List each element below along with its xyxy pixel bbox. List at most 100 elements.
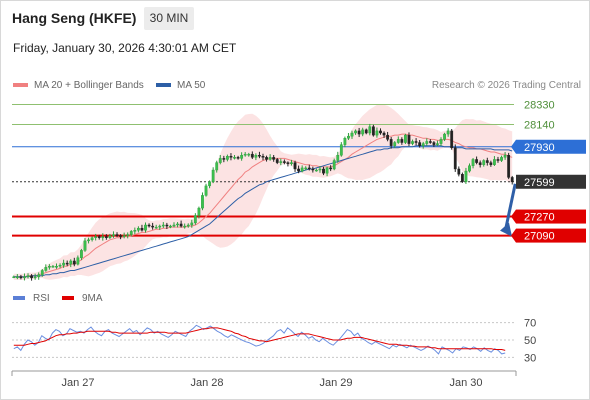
candle — [450, 128, 454, 150]
candle — [122, 232, 126, 239]
price-tag-27270 — [516, 209, 586, 224]
candle-body — [129, 231, 133, 235]
candle — [261, 153, 265, 161]
candle-body — [15, 276, 19, 279]
candle — [336, 151, 340, 163]
candle — [80, 248, 83, 261]
candle-body — [40, 270, 44, 275]
candle — [108, 233, 112, 239]
candle-body — [389, 139, 393, 146]
forecast-arrow-head — [500, 222, 512, 237]
candle-body — [247, 153, 251, 156]
candle-body — [69, 260, 73, 265]
candle-body — [236, 157, 240, 159]
candle-body — [44, 267, 48, 271]
candle — [51, 264, 55, 268]
candle-body — [87, 239, 90, 242]
candle-body — [347, 135, 350, 139]
price-tag-pointer-27090 — [511, 228, 516, 243]
candle-body — [161, 224, 165, 227]
candle — [72, 257, 76, 267]
candle-body — [240, 155, 244, 159]
candle-body — [136, 227, 140, 231]
candle-body — [65, 262, 69, 265]
candle — [225, 154, 229, 162]
candle-body — [460, 174, 464, 182]
candle-body — [12, 276, 16, 279]
candle-body — [218, 158, 222, 163]
candle-body — [211, 169, 215, 182]
candle-body — [393, 142, 397, 146]
candle — [229, 153, 233, 161]
x-tick-label: Jan 28 — [190, 377, 223, 389]
candle-body — [183, 225, 187, 228]
candle — [318, 166, 322, 173]
candle — [172, 222, 176, 228]
candle-body — [300, 167, 304, 172]
candle-body — [471, 159, 475, 166]
candle-body — [354, 130, 357, 134]
candle-body — [279, 161, 283, 163]
candle-body — [37, 274, 41, 278]
candle — [190, 219, 194, 228]
candle-body — [83, 240, 87, 251]
candle — [503, 152, 507, 160]
candle — [186, 223, 190, 228]
rsi-tick-30: 30 — [524, 352, 536, 364]
candle — [144, 222, 147, 233]
candle-body — [425, 141, 429, 144]
candle-body — [172, 224, 176, 227]
candle — [379, 128, 382, 135]
candle — [414, 138, 418, 146]
candle — [272, 155, 276, 162]
candle-body — [428, 141, 432, 143]
candle-body — [101, 236, 105, 238]
candle — [457, 166, 461, 177]
candle-body — [144, 224, 147, 231]
candle-body — [26, 275, 30, 278]
price-label-27599: 27599 — [524, 177, 555, 189]
rsi-label: RSI — [33, 293, 50, 304]
candle — [268, 154, 272, 161]
candle-body — [361, 129, 365, 135]
candle — [97, 234, 101, 240]
ma20-label: MA 20 + Bollinger Bands — [34, 80, 144, 91]
candle — [354, 129, 357, 135]
x-tick-label: Jan 27 — [61, 377, 94, 389]
candle — [460, 172, 464, 183]
candle — [12, 275, 16, 279]
candle — [290, 159, 293, 166]
candle — [101, 233, 105, 241]
candle-body — [400, 139, 404, 143]
candle-body — [272, 157, 276, 160]
candle — [165, 222, 169, 230]
candle-body — [475, 159, 479, 163]
candle — [364, 128, 368, 135]
candle — [23, 273, 26, 281]
candle-body — [496, 159, 500, 161]
candle — [30, 274, 33, 281]
candle — [44, 264, 48, 272]
candle — [69, 259, 73, 268]
candle — [485, 157, 489, 166]
candle — [112, 231, 115, 238]
candle — [76, 255, 80, 266]
timeframe-button[interactable]: 30 MIN — [144, 7, 194, 30]
candle — [197, 206, 201, 219]
legend-item-9ma: 9MA — [62, 293, 103, 304]
legend-item-ma50: MA 50 — [156, 80, 205, 91]
candle — [322, 166, 325, 176]
candle-body — [396, 139, 400, 143]
candle — [482, 159, 486, 167]
candle-body — [126, 234, 130, 236]
price-label-28140: 28140 — [524, 120, 555, 132]
candle — [282, 159, 286, 165]
candle-body — [339, 144, 343, 156]
price-tag-pointer-27930 — [511, 139, 516, 154]
candle — [464, 167, 468, 184]
candle-body — [158, 225, 162, 228]
candle — [439, 137, 443, 147]
candle — [179, 220, 183, 228]
candle-body — [318, 168, 322, 171]
candle — [204, 183, 208, 197]
